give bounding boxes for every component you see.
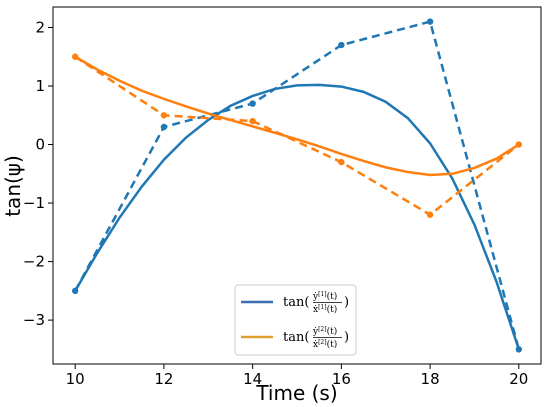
legend-2-tan: tan( bbox=[283, 330, 309, 345]
x-tick-label: 20 bbox=[509, 370, 528, 388]
x-tick-label: 10 bbox=[66, 370, 85, 388]
curve-series-1 bbox=[74, 83, 521, 350]
x-axis-title: Time (s) bbox=[255, 381, 337, 405]
control-point-series-1 bbox=[338, 41, 345, 49]
legend-2-den-var: ẋ bbox=[313, 340, 318, 350]
control-polygon-series-2 bbox=[74, 55, 520, 217]
x-tick-label: 16 bbox=[332, 370, 351, 388]
legend-2-num-sup: [2] bbox=[318, 326, 327, 333]
legend-1-num-sup: [1] bbox=[318, 291, 327, 298]
legend: tan( ẏ[1](t) ẋ[1](t) ) tan( ẏ[2](t) ẋ[2]… bbox=[234, 284, 357, 356]
legend-1-den-sup: [1] bbox=[318, 304, 327, 311]
control-polygon-series-1 bbox=[74, 20, 521, 350]
y-tick-label: −1 bbox=[23, 194, 45, 212]
legend-label-series-1: tan( ẏ[1](t) ẋ[1](t) ) bbox=[283, 291, 349, 315]
legend-1-num-arg: (t) bbox=[327, 291, 338, 302]
legend-label-series-2: tan( ẏ[2](t) ẋ[2](t) ) bbox=[283, 326, 349, 350]
control-point-series-2 bbox=[338, 158, 345, 166]
y-tick-label: 2 bbox=[35, 18, 45, 36]
y-tick-label: −3 bbox=[23, 311, 45, 329]
control-point-series-2 bbox=[160, 112, 168, 119]
legend-2-num-var: ẏ bbox=[312, 327, 319, 337]
control-point-series-2 bbox=[71, 53, 79, 60]
legend-1-den: ẋ[1](t) bbox=[313, 304, 337, 315]
y-axis-title: tan(ψ) bbox=[1, 155, 25, 217]
control-point-series-2 bbox=[515, 141, 523, 148]
control-point-series-2 bbox=[249, 117, 256, 125]
legend-1-num-var: ẏ bbox=[312, 292, 319, 302]
legend-2-num-arg: (t) bbox=[327, 326, 338, 337]
x-tick-label: 14 bbox=[243, 370, 262, 388]
control-point-series-1 bbox=[71, 287, 79, 295]
x-tick-label: 18 bbox=[421, 370, 440, 388]
legend-1-den-var: ẋ bbox=[313, 305, 318, 315]
control-point-series-1 bbox=[515, 346, 523, 353]
legend-1-den-arg: (t) bbox=[327, 304, 338, 315]
legend-2-num: ẏ[2](t) bbox=[312, 326, 337, 337]
control-point-series-1 bbox=[160, 123, 168, 131]
legend-2-den: ẋ[2](t) bbox=[313, 339, 337, 350]
x-tick-label: 12 bbox=[154, 370, 173, 388]
control-point-series-1 bbox=[426, 18, 434, 25]
legend-1-close: ) bbox=[344, 295, 349, 310]
plot-frame bbox=[52, 6, 542, 365]
series-layer bbox=[71, 18, 523, 353]
legend-1-tan: tan( bbox=[283, 295, 309, 310]
curve-series-2 bbox=[74, 55, 520, 177]
legend-1-num: ẏ[1](t) bbox=[312, 291, 337, 302]
y-tick-label: 0 bbox=[35, 136, 45, 154]
legend-2-close: ) bbox=[344, 330, 349, 345]
control-point-series-2 bbox=[426, 211, 434, 218]
control-point-series-1 bbox=[249, 100, 256, 107]
legend-2-den-arg: (t) bbox=[327, 339, 338, 350]
y-tick-label: 1 bbox=[35, 77, 45, 95]
y-tick-label: −2 bbox=[23, 253, 45, 271]
legend-2-den-sup: [2] bbox=[318, 339, 327, 346]
